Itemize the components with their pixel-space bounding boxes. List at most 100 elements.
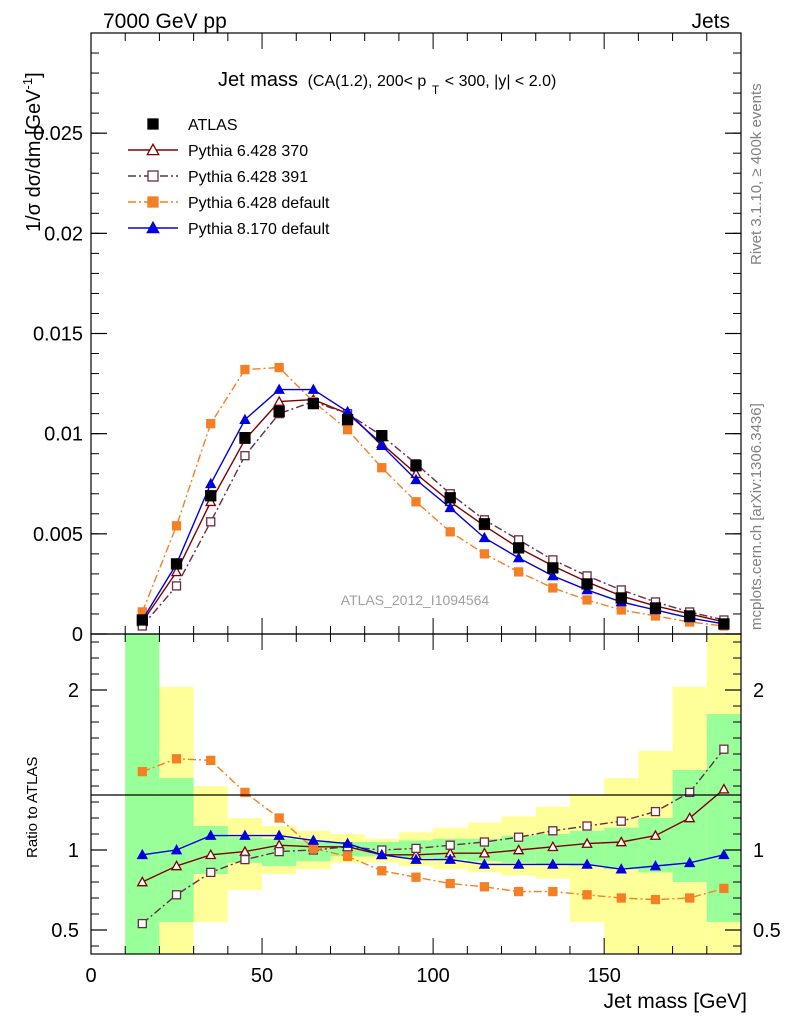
main-y-tick-label: 0.005 (33, 524, 83, 546)
x-tick-label: 50 (251, 965, 273, 987)
header-right-label: Jets (691, 10, 730, 33)
main-point-pythia-8-170-default (376, 439, 388, 451)
main-point-pythia-6-428-default (445, 527, 455, 537)
main-point-atlas (547, 562, 559, 574)
main-line-pythia-6-428-default (141, 366, 724, 627)
x-axis-label: Jet mass [GeV] (603, 990, 747, 1013)
legend-marker-pythia-6-428-default (147, 196, 159, 208)
legend-label-pythia-6-428-370: Pythia 6.428 370 (188, 143, 308, 160)
ratio-point-pythia-8-170-default (410, 853, 422, 864)
ratio-point-pythia-8-170-default (649, 860, 662, 871)
main-point-pythia-6-428-391 (240, 451, 250, 461)
main-point-pythia-8-170-default (547, 569, 559, 581)
ratio-point-pythia-6-428-370 (581, 837, 593, 848)
ratio-point-pythia-6-428-default (548, 886, 558, 897)
ratio-point-pythia-8-170-default (683, 856, 696, 868)
main-point-atlas (136, 614, 148, 626)
legend-label-pythia-8-170-default: Pythia 8.170 default (188, 221, 330, 238)
main-title-text: Jet mass (218, 69, 298, 91)
ratio-point-pythia-6-428-391 (548, 826, 558, 836)
main-point-pythia-8-170-default (205, 477, 217, 489)
ratio-point-pythia-6-428-default (582, 890, 592, 900)
main-point-pythia-6-428-default (377, 463, 387, 473)
main-point-atlas (581, 578, 593, 590)
ratio-point-pythia-8-170-default (718, 848, 730, 860)
ratio-point-pythia-8-170-default (444, 853, 456, 864)
ratio-y-axis-label: Ratio to ATLAS (24, 757, 41, 858)
main-title-sub-subscript: T (432, 83, 440, 97)
ratio-point-pythia-6-428-default (719, 883, 729, 894)
ratio-point-pythia-6-428-370 (683, 812, 696, 823)
main-y-axis-label: 1/σ dσ/dm [GeV-1] (20, 72, 45, 232)
ratio-point-pythia-6-428-default (685, 893, 695, 903)
main-point-pythia-6-428-370 (273, 395, 285, 406)
main-line-pythia-6-428-391 (141, 400, 725, 627)
main-point-atlas (170, 558, 183, 570)
ratio-y-tick-label: 1 (68, 840, 79, 862)
main-point-atlas (205, 490, 217, 502)
ratio-point-pythia-6-428-391 (479, 837, 490, 847)
ratio-point-pythia-6-428-391 (719, 744, 729, 754)
main-point-pythia-8-170-default (444, 501, 456, 513)
main-point-atlas (684, 610, 696, 622)
main-point-pythia-6-428-default (411, 497, 421, 507)
main-title-sub: (CA(1.2), 200< p (308, 73, 427, 90)
main-y-tick-label: 0.02 (44, 223, 83, 245)
ratio-point-pythia-6-428-default (308, 843, 319, 854)
ratio-point-pythia-6-428-default (616, 893, 626, 903)
ratio-point-pythia-6-428-default (274, 813, 284, 823)
main-y-axis-label-text: 1/σ dσ/dm [GeV (23, 89, 45, 232)
ratio-point-pythia-6-428-391 (274, 846, 284, 857)
x-tick-label: 0 (85, 965, 96, 987)
ratio-point-pythia-6-428-default (171, 754, 182, 764)
ratio-point-pythia-8-170-default (273, 829, 285, 840)
x-tick-label: 150 (587, 965, 620, 987)
main-point-pythia-6-428-default (616, 605, 626, 615)
ratio-point-pythia-6-428-391 (411, 843, 421, 854)
main-y-tick-label: 0.015 (33, 324, 83, 346)
main-point-pythia-6-428-default (240, 364, 250, 375)
ratio-point-pythia-6-428-default (342, 851, 353, 862)
rivet-label: Rivet 3.1.10, ≥ 400k events (748, 83, 765, 265)
ratio-point-pythia-8-170-default (376, 848, 388, 860)
main-point-pythia-8-170-default (273, 383, 285, 394)
ratio-point-pythia-6-428-391 (685, 787, 695, 798)
main-point-atlas (376, 430, 388, 442)
legend-marker-pythia-6-428-370 (146, 142, 160, 156)
ratio-point-pythia-8-170-default (170, 844, 183, 855)
ratio-point-pythia-6-428-default (513, 886, 524, 897)
main-point-pythia-6-428-370 (170, 565, 183, 577)
x-tick-label: 100 (416, 965, 449, 987)
legend-label-pythia-6-428-default: Pythia 6.428 default (188, 195, 330, 212)
ratio-point-pythia-6-428-391 (171, 890, 182, 900)
main-point-pythia-8-170-default (512, 551, 525, 563)
ratio-point-pythia-8-170-default (615, 863, 627, 874)
ratio-point-pythia-6-428-391 (650, 806, 661, 817)
ratio-point-pythia-8-170-default (581, 858, 593, 869)
main-point-pythia-8-170-default (239, 413, 251, 424)
main-y-tick-label: 0 (72, 624, 83, 646)
main-point-atlas (444, 492, 456, 504)
main-point-pythia-6-428-default (479, 549, 490, 559)
main-point-atlas (649, 602, 662, 614)
ratio-band-inner (604, 827, 639, 870)
main-point-atlas (273, 405, 285, 418)
ratio-point-pythia-6-428-370 (170, 860, 183, 871)
main-y-tick-label: 0.025 (33, 123, 83, 145)
ratio-point-pythia-8-170-default (205, 829, 217, 840)
main-point-pythia-6-428-391 (171, 581, 182, 591)
ratio-y-tick-label-right: 1 (753, 840, 764, 862)
ratio-point-pythia-8-170-default (239, 829, 251, 840)
ratio-point-pythia-6-428-391 (582, 821, 592, 831)
main-y-tick-label: 0.01 (44, 424, 83, 446)
ratio-band-inner (125, 634, 160, 954)
main-title: Jet mass (CA(1.2), 200< p T < 300, |y| <… (218, 69, 556, 99)
legend-marker-pythia-6-428-391 (147, 170, 159, 182)
main-point-pythia-6-428-default (582, 595, 592, 605)
main-title-sub-tail: < 300, |y| < 2.0) (445, 73, 557, 90)
ratio-plot-series (136, 744, 730, 929)
ratio-point-pythia-6-428-default (650, 894, 661, 905)
ratio-point-pythia-6-428-default (240, 787, 250, 798)
main-point-atlas (478, 518, 491, 530)
